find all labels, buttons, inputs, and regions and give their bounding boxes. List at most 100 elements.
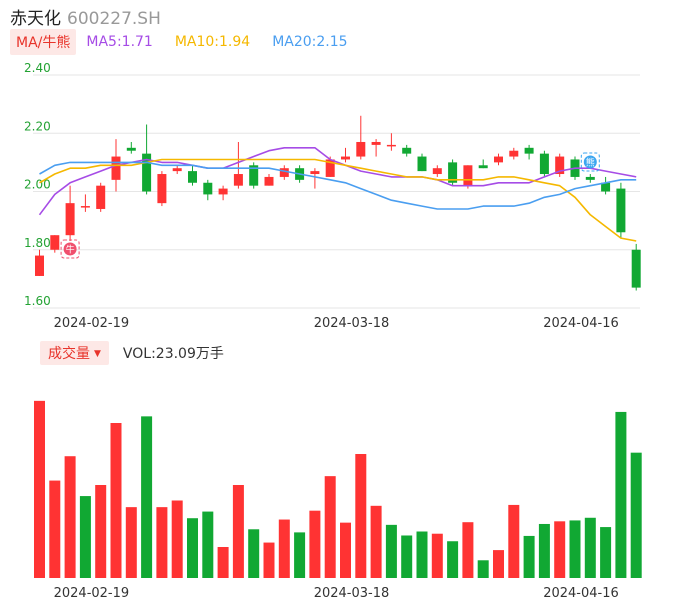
candle-body <box>142 153 152 192</box>
date-axis-tick-label: 2024-04-16 <box>543 316 619 331</box>
volume-bar <box>584 517 596 578</box>
candle-body <box>417 156 427 172</box>
marker-text: 熊 <box>586 157 595 169</box>
candle-body <box>80 206 90 208</box>
candle-body <box>35 255 44 276</box>
candle-body <box>616 188 626 233</box>
candle-body <box>539 153 549 175</box>
date-axis-tick-label: 2024-03-18 <box>314 586 390 601</box>
price-axis-tick-label: 1.80 <box>24 236 51 250</box>
bull-icon: 牛 <box>60 239 80 259</box>
volume-value-label: VOL:23.09万手 <box>122 346 224 362</box>
candle-body <box>325 159 335 177</box>
candle-body <box>126 147 136 151</box>
volume-bar <box>232 485 244 578</box>
candle-body <box>509 150 519 157</box>
candle-body <box>524 147 534 154</box>
ma-indicator-selector[interactable]: MA/牛熊 <box>10 29 77 55</box>
candle-body <box>203 182 213 195</box>
volume-bar <box>79 496 91 578</box>
volume-bar <box>141 416 153 578</box>
candle-body <box>555 156 565 175</box>
candle-body <box>249 165 259 186</box>
date-axis-tick-label: 2024-03-18 <box>314 316 390 331</box>
volume-bar <box>95 485 107 578</box>
date-axis-tick-label: 2024-02-19 <box>54 586 130 601</box>
marker-badge <box>63 242 77 256</box>
volume-bar <box>508 504 520 578</box>
candle-body <box>494 156 503 163</box>
ma-legend: MA/牛熊 MA5:1.71 MA10:1.94 MA20:2.15 <box>10 29 370 55</box>
volume-bar <box>263 542 275 578</box>
volume-bar <box>416 531 428 578</box>
volume-bar <box>202 511 214 578</box>
volume-bar <box>49 480 61 578</box>
price-axis-tick-label: 2.00 <box>24 178 51 192</box>
volume-bar <box>600 527 612 578</box>
volume-bar <box>385 524 397 578</box>
candle-body <box>601 182 611 192</box>
date-axis-tick-label: 2024-04-16 <box>543 586 619 601</box>
volume-bar <box>447 541 459 578</box>
ma5-line <box>38 147 637 216</box>
volume-bar <box>615 411 627 578</box>
marker-frame <box>580 152 600 172</box>
volume-bar <box>431 533 443 578</box>
volume-bar <box>217 547 229 578</box>
candle-body <box>188 171 197 183</box>
ma20-legend-label: MA20:2.15 <box>272 34 348 50</box>
candle-body <box>218 188 228 195</box>
ma10-line <box>39 158 637 242</box>
candle-body <box>50 235 60 250</box>
volume-tag-label: 成交量 <box>48 346 90 362</box>
volume-bar <box>523 535 535 578</box>
volume-bar <box>125 507 137 578</box>
candle-body <box>96 185 106 209</box>
volume-bar <box>309 510 321 578</box>
dropdown-arrow-icon: ▼ <box>94 349 101 359</box>
volume-bar <box>554 521 566 578</box>
volume-bar <box>630 452 642 578</box>
volume-bar <box>187 518 198 578</box>
candle-body <box>65 203 75 236</box>
candle-body <box>264 176 274 186</box>
candle-body <box>402 147 412 154</box>
volume-bar <box>340 522 351 578</box>
marker-text: 牛 <box>66 244 75 256</box>
volume-bar <box>156 507 168 578</box>
volume-bar <box>477 560 489 578</box>
candle-body <box>631 249 641 288</box>
ma10-legend-label: MA10:1.94 <box>174 34 251 50</box>
volume-bar <box>34 400 45 578</box>
candle-body <box>341 156 350 160</box>
bear-icon: 熊 <box>580 152 600 172</box>
stock-code: 600227.SH <box>67 9 161 29</box>
marker-frame <box>60 239 80 259</box>
price-axis-tick-label: 1.60 <box>24 294 51 308</box>
volume-bar <box>324 476 336 578</box>
candle-body <box>111 156 121 180</box>
volume-bar <box>538 523 550 578</box>
volume-indicator-selector[interactable]: 成交量 ▼ <box>40 341 109 365</box>
candle-body <box>157 174 167 204</box>
volume-bar <box>370 505 382 578</box>
volume-bar <box>248 529 260 578</box>
ma5-legend-label: MA5:1.71 <box>86 34 153 50</box>
candle-body <box>432 168 442 175</box>
candle-body <box>310 171 320 175</box>
candle-body <box>371 141 381 145</box>
ma20-line <box>39 161 637 210</box>
volume-bar <box>493 550 504 578</box>
volume-legend: 成交量 ▼ VOL:23.09万手 <box>40 341 224 365</box>
date-axis-tick-label: 2024-02-19 <box>54 316 130 331</box>
candle-body <box>356 141 366 157</box>
volume-bar <box>569 520 581 578</box>
candle-body <box>386 144 396 147</box>
stock-title: 赤天化 600227.SH <box>10 4 161 29</box>
volume-bar <box>294 532 306 578</box>
candle-body <box>585 176 595 180</box>
volume-bar <box>278 519 290 578</box>
volume-bar <box>171 500 183 578</box>
price-axis-tick-label: 2.40 <box>24 61 51 75</box>
